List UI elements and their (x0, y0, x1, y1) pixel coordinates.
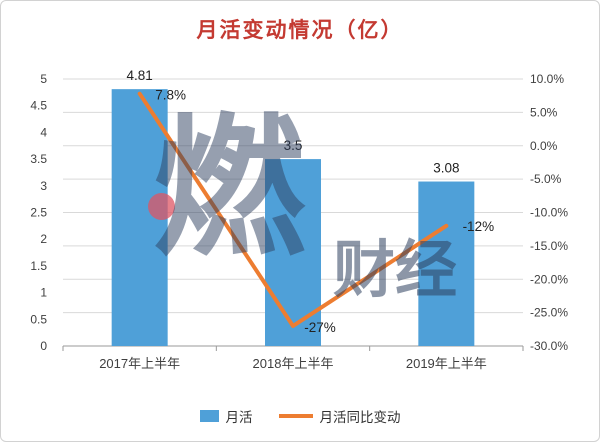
right-axis-tick-label: 10.0% (530, 72, 564, 86)
right-axis-tick-label: -30.0% (530, 339, 568, 353)
x-axis-category-label: 2018年上半年 (253, 356, 334, 371)
left-axis-tick-label: 3.5 (30, 152, 47, 166)
left-axis-tick-label: 2 (40, 232, 47, 246)
left-axis-tick-label: 2.5 (30, 206, 47, 220)
bar (265, 159, 321, 346)
left-axis-tick-label: 1.5 (30, 259, 47, 273)
line-series (137, 91, 449, 328)
left-axis-tick-label: 4 (40, 125, 47, 139)
right-axis-tick-label: -5.0% (530, 172, 562, 186)
left-axis-tick-label: 4.5 (30, 99, 47, 113)
bar-data-label: 3.08 (433, 161, 459, 176)
bar (111, 89, 168, 347)
right-axis-tick-label: 5.0% (530, 105, 558, 119)
line-data-label: -27% (304, 320, 336, 335)
right-axis-tick-label: -10.0% (530, 206, 568, 220)
x-axis-category-label: 2017年上半年 (99, 356, 180, 371)
bar (418, 181, 475, 346)
right-axis-tick-label: 0.0% (530, 139, 558, 153)
left-axis-tick-label: 3 (40, 179, 47, 193)
bar-data-label: 3.5 (284, 138, 303, 153)
bar-data-label: 4.81 (127, 68, 153, 83)
right-axis-tick-label: -25.0% (530, 306, 568, 320)
right-axis-tick-label: -15.0% (530, 239, 568, 253)
legend-item-bar: 月活 (199, 406, 253, 426)
legend-bar-label: 月活 (225, 410, 253, 425)
legend: 月活 月活同比变动 (1, 406, 599, 426)
right-axis-tick-label: -20.0% (530, 272, 568, 286)
line-data-label: -12% (463, 219, 495, 234)
left-axis-tick-label: 1 (40, 286, 47, 300)
left-axis-tick-label: 0.5 (30, 312, 47, 326)
bar-swatch-icon (199, 410, 219, 422)
chart-title: 月活变动情况（亿） (196, 19, 404, 42)
left-axis-tick-label: 0 (40, 339, 47, 353)
left-axis-tick-label: 5 (40, 72, 47, 86)
legend-line-label: 月活同比变动 (319, 410, 401, 425)
legend-item-line: 月活同比变动 (278, 406, 401, 426)
x-axis-category-label: 2019年上半年 (406, 356, 487, 371)
line-swatch-icon (278, 414, 313, 418)
line-data-label: 7.8% (155, 88, 186, 103)
